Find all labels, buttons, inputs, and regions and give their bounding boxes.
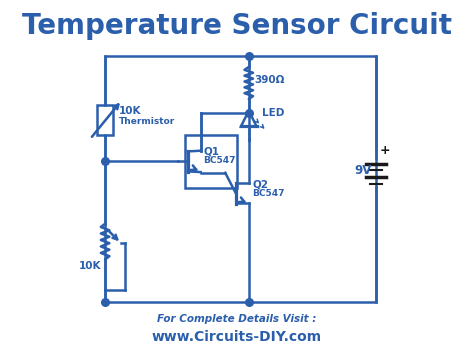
Text: Q2: Q2 [252,179,268,189]
Text: 10K: 10K [118,106,141,116]
Text: LED: LED [262,108,285,118]
Text: Q1: Q1 [203,146,219,156]
Text: BC547: BC547 [203,156,236,165]
Bar [105,56,376,302]
Text: 390Ω: 390Ω [254,75,284,85]
Bar [185,135,237,188]
Text: 9V: 9V [354,164,371,177]
Bar [97,105,113,135]
Text: www.Circuits-DIY.com: www.Circuits-DIY.com [152,330,322,344]
Text: Thermistor: Thermistor [118,117,175,126]
Text: 10K: 10K [79,261,101,272]
Text: BC547: BC547 [252,189,285,198]
Text: +: + [380,144,390,157]
Text: For Complete Details Visit :: For Complete Details Visit : [157,314,317,324]
Text: Temperature Sensor Circuit: Temperature Sensor Circuit [22,12,452,40]
